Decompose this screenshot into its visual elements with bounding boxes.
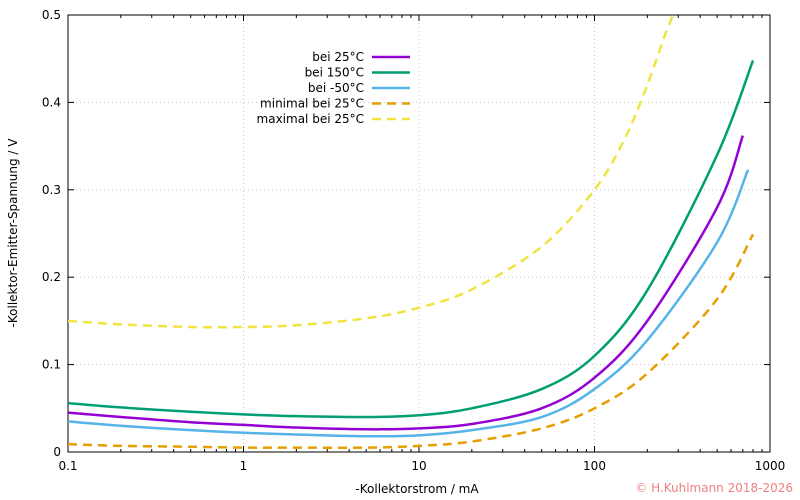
x-tick-label: 100 [583,459,606,473]
y-tick-label: 0.4 [42,95,61,109]
y-tick-label: 0.3 [42,183,61,197]
y-tick-label: 0.2 [42,270,61,284]
series-line-3 [68,169,750,438]
series-line-4 [68,233,755,450]
y-tick-label: 0.1 [42,358,61,372]
y-axis-label: -Kollektor-Emitter-Spannung / V [6,138,20,328]
y-tick-label: 0 [53,445,61,459]
copyright-notice: © H.Kuhlmann 2018-2026 [635,481,793,495]
grid-lines [68,15,770,452]
legend-label: minimal bei 25°C [260,97,364,111]
x-tick-label: 1 [240,459,248,473]
plot-frame [67,14,771,453]
x-tick-label: 0.1 [58,459,77,473]
series-line-2 [68,60,755,419]
x-tick-label: 10 [411,459,426,473]
x-tick-label: 1000 [755,459,786,473]
series-line-1 [68,135,744,431]
legend-label: maximal bei 25°C [257,112,364,126]
x-axis-label: -Kollektorstrom / mA [355,482,479,496]
legend-label: bei 150°C [305,66,364,80]
legend-label: bei -50°C [308,81,364,95]
y-tick-label: 0.5 [42,8,61,22]
series-group [68,15,755,450]
legend-label: bei 25°C [312,50,364,64]
series-line-5 [68,15,675,329]
